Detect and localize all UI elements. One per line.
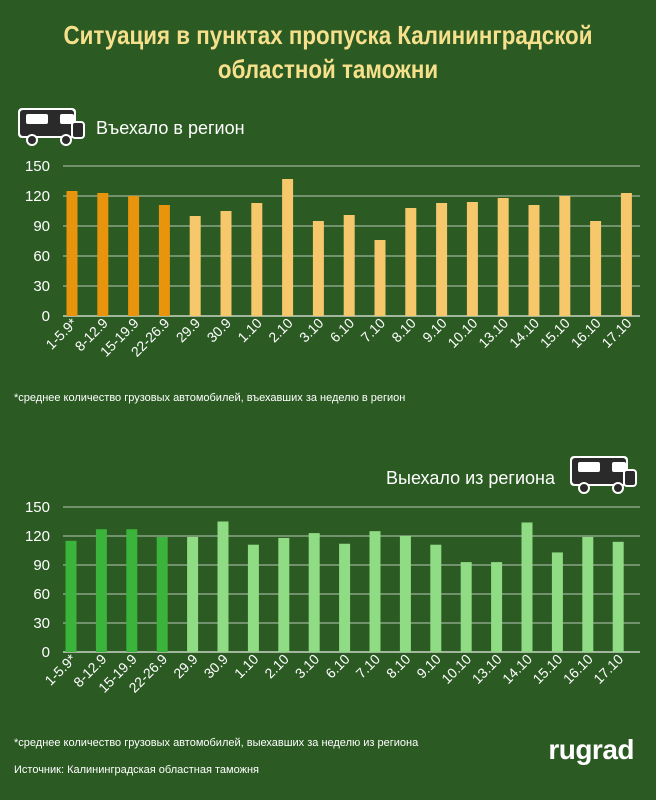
x-tick-label: 3.10 <box>292 651 323 682</box>
x-tick-label: 10.10 <box>438 651 474 687</box>
bar <box>339 543 351 652</box>
bar <box>278 537 290 652</box>
bar <box>312 221 324 316</box>
title-line-1: Ситуация в пунктах пропуска Калининградс… <box>63 20 593 50</box>
bar <box>343 215 355 316</box>
y-tick-label: 0 <box>42 308 50 325</box>
bar <box>551 552 563 652</box>
bar <box>217 521 229 652</box>
bar <box>66 191 78 316</box>
x-tick-label: 13.10 <box>475 315 511 351</box>
x-tick-label: 2.10 <box>265 315 296 346</box>
bar <box>559 196 571 316</box>
bar <box>466 202 478 316</box>
y-tick-label: 150 <box>25 158 50 175</box>
bar <box>189 216 201 316</box>
x-tick-label: 15.10 <box>529 651 565 687</box>
bar <box>399 536 411 652</box>
bar <box>282 179 294 316</box>
bar <box>374 240 386 316</box>
truck-icon <box>18 108 85 146</box>
y-tick-label: 120 <box>25 528 50 545</box>
bar <box>187 536 199 652</box>
bar <box>460 562 472 652</box>
x-tick-label: 17.10 <box>598 315 634 351</box>
x-tick-label: 8.10 <box>383 651 414 682</box>
y-tick-label: 60 <box>33 248 50 265</box>
source-note: Источник: Калининградская областная тамо… <box>14 764 259 776</box>
x-tick-label: 7.10 <box>353 651 384 682</box>
bar <box>491 562 503 652</box>
x-tick-label: 30.9 <box>201 651 232 682</box>
x-tick-label: 16.10 <box>568 315 604 351</box>
x-tick-label: 13.10 <box>469 651 505 687</box>
bar <box>590 221 602 316</box>
x-tick-label: 1.10 <box>231 651 262 682</box>
bar <box>405 208 417 316</box>
rugrad-logo: rugrad <box>548 734 634 765</box>
x-tick-label: 1.10 <box>234 315 265 346</box>
y-tick-label: 60 <box>33 586 50 603</box>
bar <box>436 203 448 316</box>
footnote-in: *среднее количество грузовых автомобилей… <box>14 392 406 404</box>
y-tick-label: 90 <box>33 557 50 574</box>
x-tick-label: 29.9 <box>170 651 201 682</box>
bar <box>251 203 263 316</box>
bar <box>220 211 232 316</box>
bar <box>430 544 442 652</box>
truck-icon <box>570 456 637 494</box>
bar <box>95 529 107 652</box>
x-tick-label: 14.10 <box>506 315 542 351</box>
bar <box>156 536 168 652</box>
title-line-2: областной таможни <box>217 54 439 84</box>
y-tick-label: 150 <box>25 499 50 516</box>
bar <box>308 533 320 652</box>
x-tick-label: 30.9 <box>204 315 235 346</box>
x-tick-label: 16.10 <box>560 651 596 687</box>
y-tick-label: 120 <box>25 188 50 205</box>
bar <box>620 193 632 316</box>
bar <box>126 529 138 652</box>
y-tick-label: 30 <box>33 278 50 295</box>
bar <box>247 544 259 652</box>
x-tick-label: 6.10 <box>322 651 353 682</box>
x-tick-label: 10.10 <box>444 315 480 351</box>
x-tick-label: 17.10 <box>590 651 626 687</box>
x-tick-label: 3.10 <box>296 315 327 346</box>
bar <box>369 531 381 652</box>
chart-in-title: Въехало в регион <box>96 118 245 138</box>
x-tick-label: 2.10 <box>261 651 292 682</box>
x-tick-label: 29.9 <box>173 315 204 346</box>
bar <box>97 193 109 316</box>
x-tick-label: 14.10 <box>499 651 535 687</box>
x-tick-label: 7.10 <box>358 315 389 346</box>
footnote-out: *среднее количество грузовых автомобилей… <box>14 737 419 749</box>
chart-out-title: Выехало из региона <box>386 468 555 488</box>
page-title: Ситуация в пунктах пропуска Калининградс… <box>46 18 610 86</box>
bar <box>65 540 77 652</box>
bar <box>497 198 509 316</box>
bar <box>612 541 624 652</box>
x-tick-label: 8.10 <box>388 315 419 346</box>
x-tick-label: 6.10 <box>327 315 358 346</box>
bar <box>521 522 533 652</box>
y-tick-label: 30 <box>33 615 50 632</box>
bar <box>582 536 594 652</box>
bar <box>528 205 540 316</box>
bar <box>158 205 170 316</box>
y-tick-label: 0 <box>42 644 50 661</box>
x-tick-label: 15.10 <box>537 315 573 351</box>
y-tick-label: 90 <box>33 218 50 235</box>
bar <box>128 196 140 316</box>
